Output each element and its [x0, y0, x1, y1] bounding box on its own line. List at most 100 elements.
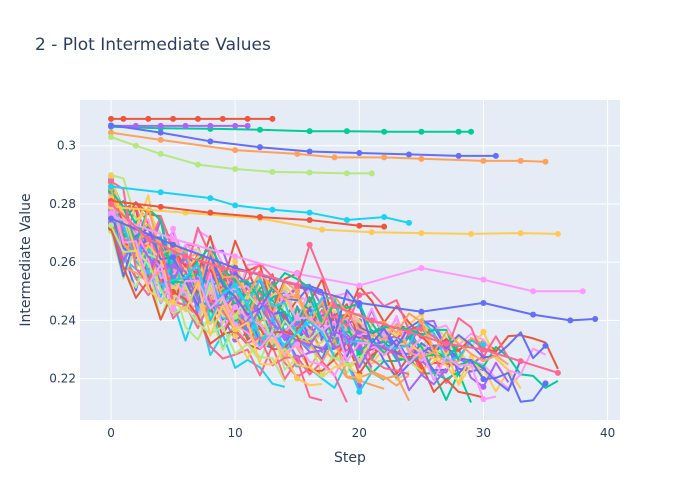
series-point	[480, 346, 487, 353]
series-point	[306, 216, 313, 223]
series-point	[480, 276, 487, 283]
x-tick-label: 20	[352, 426, 367, 440]
series-point	[418, 128, 425, 135]
series-point	[294, 150, 301, 157]
series-point	[480, 341, 487, 348]
series-point	[232, 313, 239, 320]
y-tick-label: 0.26	[49, 255, 76, 269]
series-point	[182, 253, 189, 260]
series-line	[110, 222, 323, 402]
series-point	[356, 149, 363, 156]
series-point	[418, 155, 425, 162]
x-tick-label: 30	[476, 426, 491, 440]
series-point	[232, 202, 239, 209]
series-layer	[108, 115, 599, 403]
series-point	[132, 142, 139, 149]
series-point	[443, 340, 450, 347]
series-point	[331, 302, 338, 309]
series-point	[294, 293, 301, 300]
series-point	[207, 195, 214, 202]
series-point	[542, 342, 549, 349]
series-point	[132, 122, 139, 129]
chart-title: 2 - Plot Intermediate Values	[35, 35, 271, 55]
series-point	[480, 376, 487, 383]
series-point	[170, 262, 177, 269]
series-point	[170, 225, 177, 232]
series-point	[381, 214, 388, 221]
series-point	[232, 303, 239, 310]
series-point	[567, 317, 574, 324]
y-tick-label: 0.28	[49, 197, 76, 211]
series-line	[110, 185, 323, 387]
series-point	[418, 265, 425, 272]
series-point	[480, 396, 487, 403]
series-point	[331, 154, 338, 161]
series-point	[579, 288, 586, 295]
series-point	[356, 388, 363, 395]
series-point	[269, 115, 276, 122]
x-axis-title: Step	[334, 450, 366, 466]
series-point	[455, 152, 462, 159]
series-point	[257, 270, 263, 277]
series-point	[108, 215, 115, 222]
series-line	[110, 217, 596, 322]
series-point	[194, 115, 201, 122]
series-point	[157, 203, 164, 210]
y-tick-label: 0.3	[57, 139, 76, 153]
series-point	[219, 265, 226, 272]
series-point	[194, 161, 201, 168]
series-line	[110, 190, 460, 361]
series-point	[232, 166, 239, 173]
series-point	[356, 282, 363, 289]
series-line	[110, 200, 348, 377]
series-point	[306, 209, 313, 216]
series-point	[294, 341, 301, 348]
series-point	[257, 144, 263, 151]
series-point	[306, 241, 313, 248]
series-point	[294, 288, 301, 295]
series-point	[418, 308, 425, 315]
series-point	[480, 383, 487, 390]
series-point	[405, 151, 412, 158]
series-point	[157, 122, 164, 129]
series-point	[120, 115, 127, 122]
x-tick-label: 10	[228, 426, 243, 440]
series-point	[294, 315, 301, 322]
series-point	[232, 282, 239, 289]
series-point	[381, 154, 388, 161]
series-point	[405, 219, 412, 226]
x-tick-label: 0	[107, 426, 115, 440]
series-point	[381, 128, 388, 135]
series-point	[232, 147, 239, 154]
series-point	[232, 122, 239, 129]
series-point	[480, 157, 487, 164]
x-axis-ticks: 0 10 20 30 40	[107, 426, 615, 440]
series-point	[207, 209, 214, 216]
series-line	[110, 203, 559, 374]
series-point	[343, 216, 350, 223]
series-point	[269, 206, 276, 213]
series-point	[182, 122, 189, 129]
y-axis-ticks: 0.22 0.24 0.26 0.28 0.3	[49, 139, 76, 386]
series-point	[244, 115, 251, 122]
series-point	[232, 326, 239, 333]
series-point	[157, 150, 164, 157]
series-point	[480, 299, 487, 306]
series-point	[356, 373, 363, 380]
series-point	[306, 128, 313, 135]
series-point	[108, 200, 115, 207]
series-point	[108, 129, 115, 136]
series-point	[108, 183, 115, 190]
series-point	[257, 126, 263, 133]
series-point	[517, 358, 524, 365]
series-point	[232, 333, 239, 340]
series-point	[517, 230, 524, 237]
series-point	[170, 235, 177, 242]
series-point	[492, 152, 499, 159]
series-point	[207, 138, 214, 145]
y-tick-label: 0.24	[49, 313, 76, 327]
series-point	[108, 122, 115, 129]
series-point	[182, 209, 189, 216]
series-point	[480, 328, 487, 335]
